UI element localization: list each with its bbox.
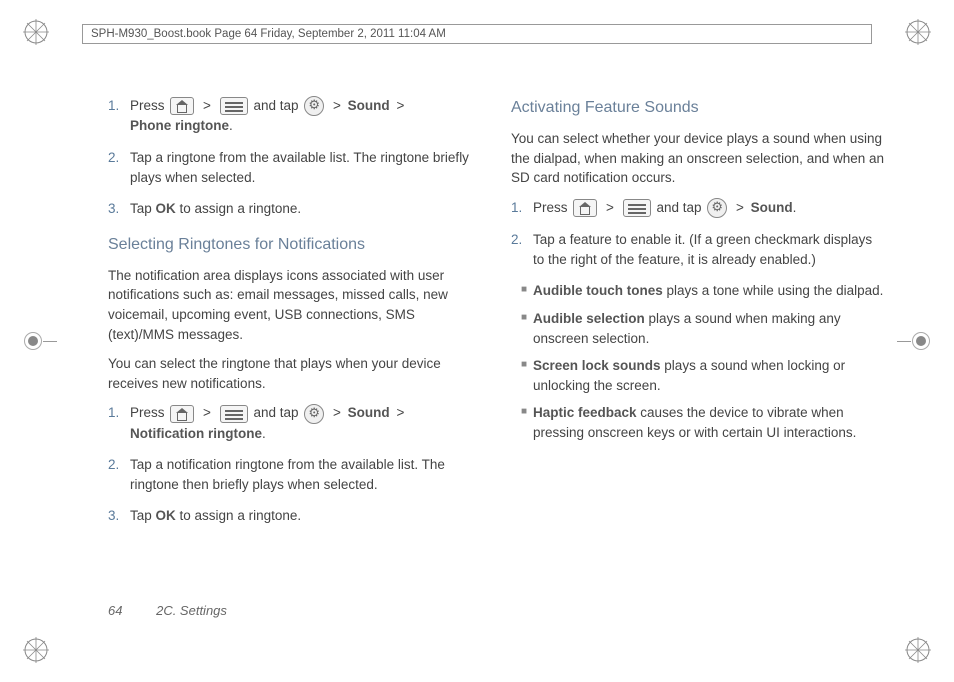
- menu-icon: [220, 405, 248, 423]
- feature-name: Screen lock sounds: [533, 358, 661, 373]
- step-number: 2.: [108, 455, 130, 494]
- crop-mark-icon: [904, 636, 932, 664]
- feature-name: Audible touch tones: [533, 283, 663, 298]
- step-text: Tap a ringtone from the available list. …: [130, 148, 481, 187]
- bullet-text: Haptic feedback causes the device to vib…: [533, 403, 884, 442]
- text: and tap: [253, 405, 302, 420]
- menu-path: Phone ringtone: [130, 118, 229, 133]
- text: to assign a ringtone.: [176, 201, 301, 216]
- step-text: Tap a notification ringtone from the ava…: [130, 455, 481, 494]
- home-icon: [573, 199, 597, 217]
- chevron-right-icon: >: [333, 405, 341, 420]
- feature-name: Audible selection: [533, 311, 645, 326]
- crop-mark-icon: [912, 332, 930, 350]
- text: Press: [130, 98, 168, 113]
- step-text: Tap OK to assign a ringtone.: [130, 506, 481, 526]
- home-icon: [170, 405, 194, 423]
- menu-path: Sound: [348, 405, 390, 420]
- step-number: 3.: [108, 506, 130, 526]
- text: Press: [130, 405, 168, 420]
- text: Tap: [130, 508, 156, 523]
- bullet-text: Audible selection plays a sound when mak…: [533, 309, 884, 348]
- section-heading: Selecting Ringtones for Notifications: [108, 233, 481, 256]
- bullet-text: Screen lock sounds plays a sound when lo…: [533, 356, 884, 395]
- step-item: 2. Tap a ringtone from the available lis…: [108, 148, 481, 187]
- step-text: Tap a feature to enable it. (If a green …: [533, 230, 884, 269]
- step-text: Press > and tap > Sound > Phone ringtone…: [130, 96, 481, 136]
- bullet-icon: ■: [521, 356, 533, 395]
- step-text: Press > and tap > Sound > Notification r…: [130, 403, 481, 443]
- bullet-item: ■ Haptic feedback causes the device to v…: [521, 403, 884, 442]
- step-item: 1. Press > and tap > Sound > Notificatio…: [108, 403, 481, 443]
- step-item: 3. Tap OK to assign a ringtone.: [108, 199, 481, 219]
- bullet-icon: ■: [521, 403, 533, 442]
- chevron-right-icon: >: [333, 98, 341, 113]
- crop-mark-icon: [22, 636, 50, 664]
- chevron-right-icon: >: [396, 98, 404, 113]
- button-label: OK: [156, 201, 176, 216]
- step-item: 2. Tap a notification ringtone from the …: [108, 455, 481, 494]
- step-number: 1.: [511, 198, 533, 218]
- menu-path: Notification ringtone: [130, 426, 262, 441]
- crop-mark-icon: [22, 18, 50, 46]
- paragraph: You can select whether your device plays…: [511, 129, 884, 188]
- text: to assign a ringtone.: [176, 508, 301, 523]
- step-item: 1. Press > and tap > Sound > Phone ringt…: [108, 96, 481, 136]
- chevron-right-icon: >: [203, 405, 211, 420]
- section-label: 2C. Settings: [156, 603, 227, 618]
- crop-mark-icon: [24, 332, 42, 350]
- step-item: 2. Tap a feature to enable it. (If a gre…: [511, 230, 884, 269]
- gear-icon: [707, 198, 727, 218]
- text: Tap: [130, 201, 156, 216]
- bullet-item: ■ Audible touch tones plays a tone while…: [521, 281, 884, 301]
- paragraph: You can select the ringtone that plays w…: [108, 354, 481, 393]
- menu-icon: [623, 199, 651, 217]
- gear-icon: [304, 404, 324, 424]
- chevron-right-icon: >: [606, 200, 614, 215]
- gear-icon: [304, 96, 324, 116]
- text: plays a tone while using the dialpad.: [663, 283, 884, 298]
- bullet-icon: ■: [521, 281, 533, 301]
- bullet-item: ■ Screen lock sounds plays a sound when …: [521, 356, 884, 395]
- step-text: Tap OK to assign a ringtone.: [130, 199, 481, 219]
- feature-name: Haptic feedback: [533, 405, 637, 420]
- text: .: [262, 426, 266, 441]
- step-number: 3.: [108, 199, 130, 219]
- chevron-right-icon: >: [396, 405, 404, 420]
- menu-path: Sound: [348, 98, 390, 113]
- page-number: 64: [108, 603, 122, 618]
- text: .: [793, 200, 797, 215]
- text: Press: [533, 200, 571, 215]
- crop-mark-icon: [904, 18, 932, 46]
- text: .: [229, 118, 233, 133]
- menu-path: Sound: [751, 200, 793, 215]
- page-footer: 64 2C. Settings: [108, 603, 227, 618]
- home-icon: [170, 97, 194, 115]
- chevron-right-icon: >: [203, 98, 211, 113]
- right-column: Activating Feature Sounds You can select…: [511, 96, 884, 622]
- section-heading: Activating Feature Sounds: [511, 96, 884, 119]
- page-content: 1. Press > and tap > Sound > Phone ringt…: [108, 96, 884, 622]
- bullet-text: Audible touch tones plays a tone while u…: [533, 281, 884, 301]
- step-text: Press > and tap > Sound.: [533, 198, 884, 218]
- bullet-item: ■ Audible selection plays a sound when m…: [521, 309, 884, 348]
- text: and tap: [656, 200, 705, 215]
- menu-icon: [220, 97, 248, 115]
- step-item: 1. Press > and tap > Sound.: [511, 198, 884, 218]
- step-number: 2.: [108, 148, 130, 187]
- step-number: 2.: [511, 230, 533, 269]
- step-number: 1.: [108, 96, 130, 136]
- button-label: OK: [156, 508, 176, 523]
- paragraph: The notification area displays icons ass…: [108, 266, 481, 344]
- document-header: SPH-M930_Boost.book Page 64 Friday, Sept…: [82, 24, 872, 44]
- bullet-icon: ■: [521, 309, 533, 348]
- step-item: 3. Tap OK to assign a ringtone.: [108, 506, 481, 526]
- step-number: 1.: [108, 403, 130, 443]
- text: and tap: [253, 98, 302, 113]
- left-column: 1. Press > and tap > Sound > Phone ringt…: [108, 96, 481, 622]
- chevron-right-icon: >: [736, 200, 744, 215]
